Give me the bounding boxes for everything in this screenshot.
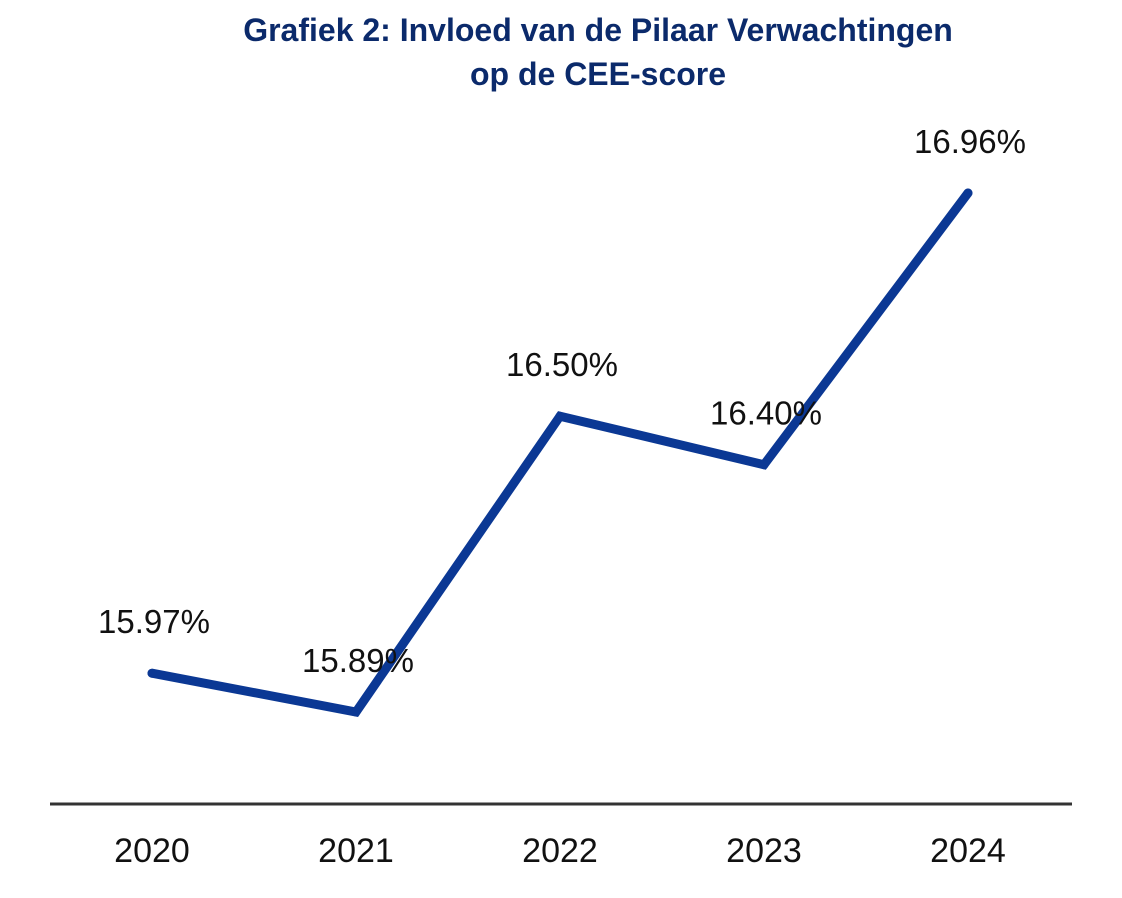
x-tick-label-2022: 2022 <box>522 832 598 870</box>
data-point-2021 <box>351 707 361 717</box>
data-label-2021: 15.89% <box>302 642 414 679</box>
data-label-2020: 15.97% <box>98 603 210 640</box>
data-label-2024: 16.96% <box>914 123 1026 160</box>
x-tick-label-2021: 2021 <box>318 832 394 870</box>
data-point-2020 <box>147 668 157 678</box>
data-point-2024 <box>963 188 973 198</box>
data-label-2022: 16.50% <box>506 346 618 383</box>
x-axis-ticks: 2020 2021 2022 2023 2024 <box>114 832 1006 870</box>
data-point-2023 <box>759 460 769 470</box>
x-tick-label-2024: 2024 <box>930 832 1006 870</box>
chart-title: Grafiek 2: Invloed van de Pilaar Verwach… <box>0 8 1122 96</box>
data-labels: 15.97% 15.89% 16.50% 16.40% 16.96% <box>98 123 1026 679</box>
x-tick-label-2023: 2023 <box>726 832 802 870</box>
data-point-2022 <box>555 411 565 421</box>
chart-title-line-1: Grafiek 2: Invloed van de Pilaar Verwach… <box>243 12 953 48</box>
data-label-2023: 16.40% <box>710 395 822 432</box>
series-line <box>147 188 973 717</box>
x-tick-label-2020: 2020 <box>114 832 190 870</box>
chart-title-line-2: op de CEE-score <box>469 56 727 92</box>
series-layer <box>147 188 973 717</box>
